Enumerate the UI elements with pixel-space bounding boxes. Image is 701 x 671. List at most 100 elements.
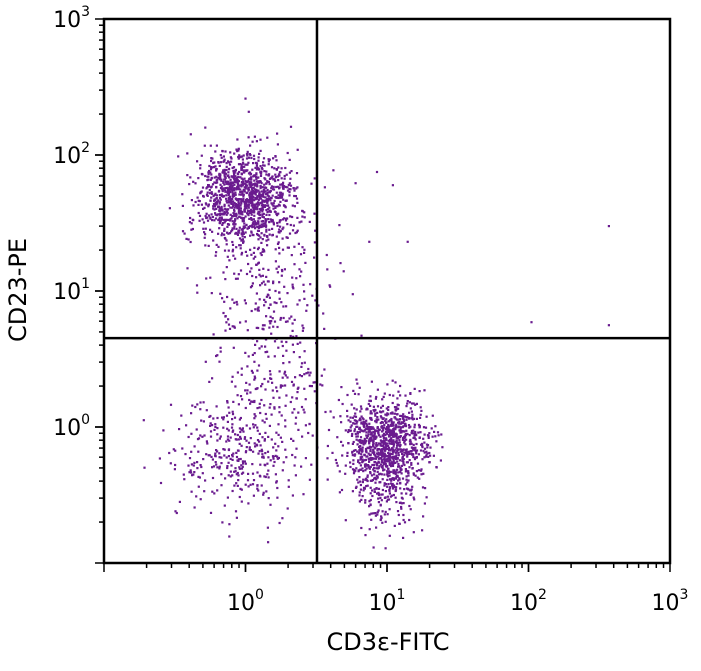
data-point [399, 448, 402, 451]
data-point [208, 415, 211, 418]
data-point [232, 452, 235, 455]
data-point [221, 212, 224, 215]
data-point [388, 471, 391, 475]
data-point [389, 419, 392, 422]
data-point [212, 333, 215, 336]
data-point [231, 298, 234, 301]
data-point [259, 165, 262, 168]
data-point [386, 498, 389, 501]
data-point [227, 318, 230, 321]
data-point [276, 224, 279, 227]
data-point [221, 416, 224, 419]
data-point [215, 251, 218, 254]
data-point [284, 374, 287, 377]
data-point [355, 422, 358, 425]
data-point [405, 438, 408, 441]
data-point [427, 436, 430, 439]
data-point [356, 450, 359, 453]
data-point [236, 186, 239, 190]
data-point [222, 426, 225, 429]
data-point [392, 451, 395, 454]
data-point [374, 514, 377, 517]
data-point [363, 454, 366, 457]
data-point [332, 169, 335, 172]
data-point [250, 178, 253, 181]
data-point [224, 177, 227, 180]
data-point [393, 484, 396, 487]
data-point [286, 236, 289, 239]
data-point [219, 292, 222, 295]
data-point [293, 205, 296, 208]
data-point [382, 441, 385, 444]
data-point [243, 165, 246, 168]
data-point [195, 284, 199, 287]
data-point [220, 462, 223, 465]
data-point [361, 461, 364, 464]
data-point [264, 221, 267, 224]
data-point [231, 175, 234, 178]
data-point [256, 309, 259, 312]
data-point [243, 236, 246, 239]
data-point [394, 448, 397, 451]
data-point [396, 450, 399, 453]
data-point [413, 434, 416, 437]
data-point [262, 222, 265, 225]
data-point [274, 211, 277, 214]
data-point [264, 190, 267, 193]
data-point [378, 465, 381, 468]
data-point [291, 285, 294, 289]
data-point [256, 207, 259, 210]
data-point [212, 417, 215, 420]
data-point [272, 221, 275, 224]
data-point [254, 193, 257, 196]
data-point [256, 229, 260, 232]
data-point [222, 418, 225, 421]
data-point [376, 405, 380, 408]
data-point [369, 465, 372, 468]
data-point [392, 439, 395, 442]
data-point [219, 350, 222, 353]
data-point [376, 444, 379, 447]
data-point [223, 168, 226, 171]
data-point [394, 408, 397, 411]
data-point [268, 213, 271, 217]
data-point [412, 531, 415, 534]
data-point [249, 391, 252, 394]
data-point [273, 199, 276, 202]
data-point [268, 206, 271, 209]
data-point [249, 483, 252, 486]
data-point [295, 187, 298, 190]
data-point [359, 483, 362, 487]
data-point [381, 450, 384, 453]
data-point [380, 493, 383, 496]
data-point [228, 232, 232, 235]
data-point [361, 450, 364, 453]
data-point [267, 238, 270, 241]
data-point [271, 203, 274, 206]
data-point [237, 187, 240, 190]
data-point [313, 177, 316, 180]
data-point [211, 215, 214, 219]
data-point [392, 394, 395, 397]
data-point [227, 197, 230, 200]
data-point [405, 432, 408, 436]
data-point [310, 182, 313, 185]
data-point [253, 225, 256, 228]
data-point [268, 288, 271, 291]
data-point [279, 316, 282, 320]
data-point [385, 414, 388, 417]
data-point [201, 472, 204, 475]
data-point [278, 204, 281, 207]
data-point [239, 321, 242, 324]
data-point [385, 407, 388, 410]
data-point [246, 329, 249, 332]
data-point [384, 441, 387, 444]
data-point [298, 374, 301, 377]
data-point [241, 219, 244, 222]
data-point [416, 476, 419, 479]
data-point [375, 456, 378, 459]
data-point [225, 414, 229, 417]
data-point [405, 416, 408, 419]
data-point [294, 474, 297, 477]
